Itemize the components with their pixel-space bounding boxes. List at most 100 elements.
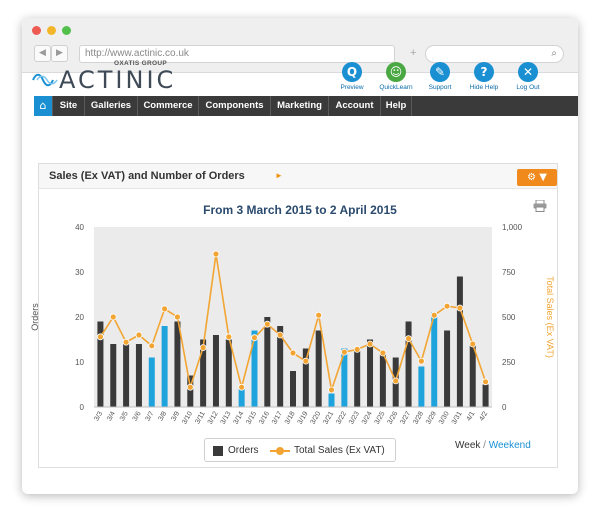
orders-bar[interactable] — [264, 317, 271, 407]
sales-point[interactable] — [212, 250, 220, 258]
weekend-toggle[interactable]: Weekend — [488, 440, 531, 451]
orders-bar[interactable] — [315, 330, 322, 408]
add-tab-button[interactable]: + — [410, 47, 417, 59]
orders-bar[interactable] — [161, 326, 168, 407]
menu-account[interactable]: Account — [328, 96, 380, 116]
orders-bar[interactable] — [469, 344, 476, 407]
orders-bar[interactable] — [212, 335, 219, 407]
logout-button[interactable]: ✕ Log Out — [506, 62, 550, 91]
sales-point[interactable] — [482, 378, 489, 386]
sales-point[interactable] — [456, 304, 464, 312]
orders-bar[interactable] — [431, 312, 438, 408]
sales-point[interactable] — [276, 331, 284, 339]
sales-point[interactable] — [238, 383, 246, 391]
sales-point[interactable] — [430, 311, 438, 319]
sales-point[interactable] — [148, 342, 156, 350]
sales-point[interactable] — [366, 340, 374, 348]
orders-bar[interactable] — [302, 348, 309, 408]
x-tick-label: 3/19 — [297, 410, 310, 425]
orders-bar[interactable] — [110, 344, 117, 407]
sales-point[interactable] — [443, 302, 451, 310]
orders-bar[interactable] — [135, 344, 142, 407]
sales-point[interactable] — [225, 333, 233, 341]
expand-arrow-icon[interactable]: ► — [275, 171, 283, 180]
menu-galleries[interactable]: Galleries — [84, 96, 137, 116]
orders-bar[interactable] — [200, 339, 207, 408]
x-tick-label: 3/23 — [348, 410, 361, 425]
chevron-right-icon[interactable]: ▶ — [51, 45, 68, 62]
menu-site[interactable]: Site — [52, 96, 84, 116]
orders-bar[interactable] — [482, 384, 489, 408]
x-tick-label: 3/27 — [399, 410, 412, 425]
menu-help[interactable]: Help — [380, 96, 412, 116]
sales-point[interactable] — [174, 313, 181, 321]
legend-orders[interactable]: Orders — [228, 445, 259, 456]
maximize-window-icon[interactable] — [62, 26, 71, 35]
close-window-icon[interactable] — [32, 26, 41, 35]
sales-point[interactable] — [289, 349, 297, 357]
orders-bar[interactable] — [174, 321, 181, 408]
sales-point[interactable] — [97, 333, 104, 341]
orders-bar[interactable] — [354, 348, 361, 408]
x-tick-label: 3/9 — [170, 410, 181, 422]
orders-bar[interactable] — [238, 389, 245, 407]
sales-point[interactable] — [251, 334, 258, 342]
orders-bar[interactable] — [123, 344, 130, 407]
address-bar[interactable]: http://www.actinic.co.uk — [79, 45, 395, 63]
quicklearn-button[interactable]: ☺ QuickLearn — [374, 62, 418, 91]
sales-point[interactable] — [469, 340, 477, 348]
sales-point[interactable] — [340, 348, 348, 356]
brand-name: ACTINIC — [59, 66, 177, 94]
sales-point[interactable] — [199, 344, 207, 352]
orders-bar[interactable] — [277, 326, 284, 407]
orders-bar[interactable] — [187, 375, 194, 408]
sales-point[interactable] — [353, 345, 361, 353]
actinic-logo[interactable]: OXATIS GROUP ACTINIC — [32, 60, 173, 94]
orders-bar[interactable] — [367, 339, 374, 408]
support-button[interactable]: ✎ Support — [418, 62, 462, 91]
sales-point[interactable] — [186, 383, 194, 391]
orders-bar[interactable] — [405, 321, 412, 408]
sales-point[interactable] — [315, 311, 323, 319]
sales-point[interactable] — [122, 338, 130, 346]
orders-bar[interactable] — [444, 330, 451, 408]
menu-commerce[interactable]: Commerce — [137, 96, 198, 116]
sales-point[interactable] — [263, 320, 271, 328]
preview-button[interactable]: Q Preview — [330, 62, 374, 91]
orders-bar[interactable] — [251, 330, 258, 408]
sales-point[interactable] — [161, 305, 169, 313]
settings-dropdown-button[interactable]: ⚙ ▼ — [517, 169, 557, 186]
minimize-window-icon[interactable] — [47, 26, 56, 35]
home-icon[interactable]: ⌂ — [34, 96, 52, 116]
menu-marketing[interactable]: Marketing — [270, 96, 328, 116]
orders-bar[interactable] — [341, 348, 348, 408]
orders-bar[interactable] — [328, 393, 335, 408]
orders-bar[interactable] — [418, 366, 425, 408]
orders-bar[interactable] — [290, 371, 296, 407]
day-band — [145, 227, 159, 407]
sales-point[interactable] — [135, 331, 143, 339]
week-toggle[interactable]: Week — [455, 440, 481, 451]
orders-bar[interactable] — [148, 357, 155, 408]
help-icon: ? — [474, 62, 494, 82]
legend-sales[interactable]: Total Sales (Ex VAT) — [294, 445, 385, 456]
sales-point[interactable] — [328, 386, 335, 394]
print-icon[interactable] — [533, 200, 547, 212]
sales-point[interactable] — [109, 313, 117, 321]
hide-help-button[interactable]: ? Hide Help — [462, 62, 506, 91]
orders-bar[interactable] — [379, 353, 386, 407]
menu-components[interactable]: Components — [198, 96, 270, 116]
sales-point[interactable] — [417, 357, 425, 365]
orders-bar[interactable] — [225, 339, 232, 408]
day-band — [363, 227, 377, 407]
browser-search-input[interactable]: ⌕ — [425, 45, 564, 63]
day-band — [132, 227, 146, 407]
orders-bar[interactable] — [97, 321, 104, 408]
sales-point[interactable] — [392, 377, 400, 385]
sales-point[interactable] — [379, 349, 387, 357]
orders-swatch — [213, 446, 223, 456]
sales-point[interactable] — [302, 357, 310, 365]
chevron-left-icon[interactable]: ◀ — [34, 45, 51, 62]
sales-point[interactable] — [405, 335, 412, 343]
orders-bar[interactable] — [456, 276, 463, 408]
